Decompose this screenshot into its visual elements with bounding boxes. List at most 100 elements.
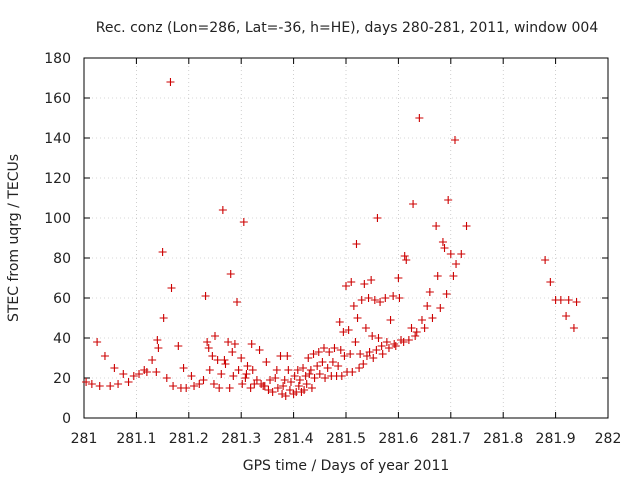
data-point: [353, 314, 362, 322]
data-point: [438, 238, 447, 246]
data-point: [378, 350, 387, 358]
data-point: [167, 284, 176, 292]
data-point: [319, 344, 328, 352]
data-point: [449, 272, 458, 280]
data-point: [276, 352, 285, 360]
data-point: [407, 324, 416, 332]
data-point: [268, 388, 277, 396]
data-point: [110, 364, 119, 372]
data-point: [230, 340, 239, 348]
data-point: [209, 380, 218, 388]
data-point: [347, 278, 356, 286]
data-point: [233, 298, 242, 306]
data-point: [337, 372, 346, 380]
data-point: [252, 376, 261, 384]
data-point: [400, 252, 409, 260]
data-point: [342, 282, 350, 290]
data-point: [217, 370, 226, 378]
data-point: [229, 372, 238, 380]
data-point: [374, 334, 383, 342]
data-point: [572, 298, 581, 306]
data-point: [340, 352, 349, 360]
data-point: [285, 386, 294, 394]
y-tick-label: 20: [53, 371, 71, 387]
data-point: [546, 278, 555, 286]
y-tick-label: 0: [62, 411, 71, 427]
data-point: [376, 298, 385, 306]
data-point: [124, 378, 133, 386]
data-point: [411, 332, 420, 340]
data-point: [339, 328, 348, 336]
data-point: [399, 338, 408, 346]
data-point: [226, 270, 235, 278]
data-point: [314, 348, 323, 356]
x-tick-label: 281.6: [378, 431, 418, 447]
data-point: [114, 380, 123, 388]
data-point: [218, 206, 227, 214]
data-point: [310, 374, 319, 382]
data-point: [436, 304, 445, 312]
data-point: [420, 324, 429, 332]
data-point: [257, 380, 266, 388]
data-point: [238, 380, 247, 388]
data-point: [367, 276, 376, 284]
data-point: [382, 338, 391, 346]
data-point: [355, 364, 364, 372]
data-point: [239, 218, 248, 226]
data-point: [148, 356, 157, 364]
data-point: [225, 384, 234, 392]
data-point: [304, 354, 313, 362]
data-point: [334, 362, 343, 370]
y-tick-label: 180: [44, 51, 71, 67]
data-point: [211, 332, 219, 340]
data-point: [190, 382, 199, 390]
data-point: [564, 296, 573, 304]
data-point: [215, 384, 224, 392]
data-point: [377, 342, 386, 350]
data-point: [440, 244, 449, 252]
data-point: [208, 352, 217, 360]
data-point: [278, 390, 287, 398]
data-point: [541, 256, 550, 264]
data-point: [318, 358, 327, 366]
x-tick-label: 281: [71, 431, 98, 447]
data-point: [348, 368, 357, 376]
data-point: [352, 240, 361, 248]
data-point: [315, 370, 324, 378]
y-tick-label: 100: [44, 211, 71, 227]
data-point: [100, 352, 109, 360]
data-point: [442, 290, 451, 298]
data-point: [95, 382, 104, 390]
data-point: [295, 376, 304, 384]
data-point: [425, 288, 434, 296]
y-tick-label: 140: [44, 131, 71, 147]
data-point: [365, 348, 374, 356]
data-point: [336, 346, 345, 354]
chart-title: Rec. conz (Lon=286, Lat=-36, h=HE), days…: [96, 20, 599, 36]
x-axis-label: GPS time / Days of year 2011: [243, 458, 450, 474]
data-point: [389, 292, 398, 300]
data-point: [556, 296, 565, 304]
data-point: [384, 344, 393, 352]
data-point: [300, 386, 309, 394]
data-point: [412, 328, 421, 336]
data-point: [290, 372, 299, 380]
data-point: [162, 374, 171, 382]
data-point: [272, 366, 281, 374]
data-point: [286, 378, 295, 386]
data-point: [203, 338, 212, 346]
data-point: [321, 374, 330, 382]
data-point: [444, 196, 453, 204]
data-point: [224, 338, 233, 346]
data-point: [195, 380, 204, 388]
data-point: [428, 314, 437, 322]
data-point: [205, 366, 214, 374]
data-point: [293, 366, 302, 374]
data-point: [119, 370, 128, 378]
data-point: [228, 348, 237, 356]
data-point: [390, 340, 399, 348]
data-point: [372, 346, 381, 354]
data-point: [446, 250, 455, 258]
data-point: [158, 248, 167, 256]
